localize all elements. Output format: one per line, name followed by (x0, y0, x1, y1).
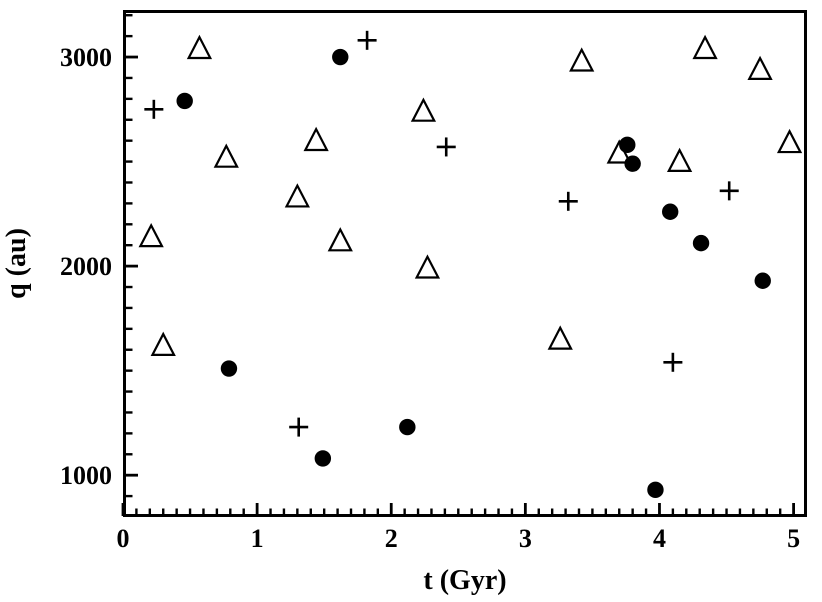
data-point-plus (289, 417, 309, 437)
data-point-circle (647, 481, 664, 499)
y-tick-label: 2000 (60, 252, 112, 281)
data-point-plus (357, 30, 377, 50)
data-point-triangle (303, 126, 329, 152)
data-point-circle (399, 418, 416, 436)
data-point-triangle (569, 47, 595, 72)
data-point-circle (176, 92, 193, 110)
data-point-circle (314, 450, 332, 467)
x-axis-label: t (Gyr) (423, 565, 506, 596)
data-point-triangle (776, 128, 803, 154)
tick-labels-layer: 0 1 2 3 4 5 1000 2000 3000 (60, 43, 800, 553)
data-point-triangle (327, 227, 353, 252)
data-point-plus (663, 352, 683, 372)
data-point-plus (719, 181, 739, 201)
data-point-triangle (666, 147, 693, 172)
x-tick-label: 1 (251, 524, 264, 553)
data-point-triangle (284, 183, 310, 208)
x-tick-label: 4 (653, 524, 666, 553)
x-tick-label: 5 (787, 524, 800, 553)
data-point-plus (436, 137, 456, 157)
y-tick-label: 3000 (60, 43, 112, 72)
data-point-triangle (747, 55, 773, 80)
data-point-circle (619, 136, 636, 154)
data-point-triangle (186, 34, 213, 60)
plot-frame (123, 10, 807, 517)
data-point-circle (662, 203, 679, 220)
data-point-circle (220, 360, 238, 377)
data-point-plus (558, 191, 578, 211)
x-tick-label: 3 (519, 524, 532, 553)
data-point-circle (692, 234, 710, 252)
x-tick-label: 0 (117, 524, 130, 553)
data-point-triangle (138, 222, 164, 248)
data-point-triangle (150, 331, 176, 356)
data-point-circle (624, 155, 641, 172)
axis-ticks-layer (121, 14, 795, 516)
data-point-triangle (692, 34, 718, 60)
data-point-circle (332, 48, 349, 66)
data-point-plus (144, 99, 164, 119)
y-axis-label: q (au) (1, 228, 32, 299)
plot-marks-layer (138, 30, 803, 499)
data-point-triangle (547, 325, 573, 350)
data-point-triangle (213, 143, 239, 168)
data-point-circle (754, 272, 771, 289)
y-tick-label: 1000 (60, 461, 112, 490)
data-point-triangle (414, 254, 441, 279)
data-point-triangle (410, 97, 437, 122)
x-tick-label: 2 (385, 524, 398, 553)
